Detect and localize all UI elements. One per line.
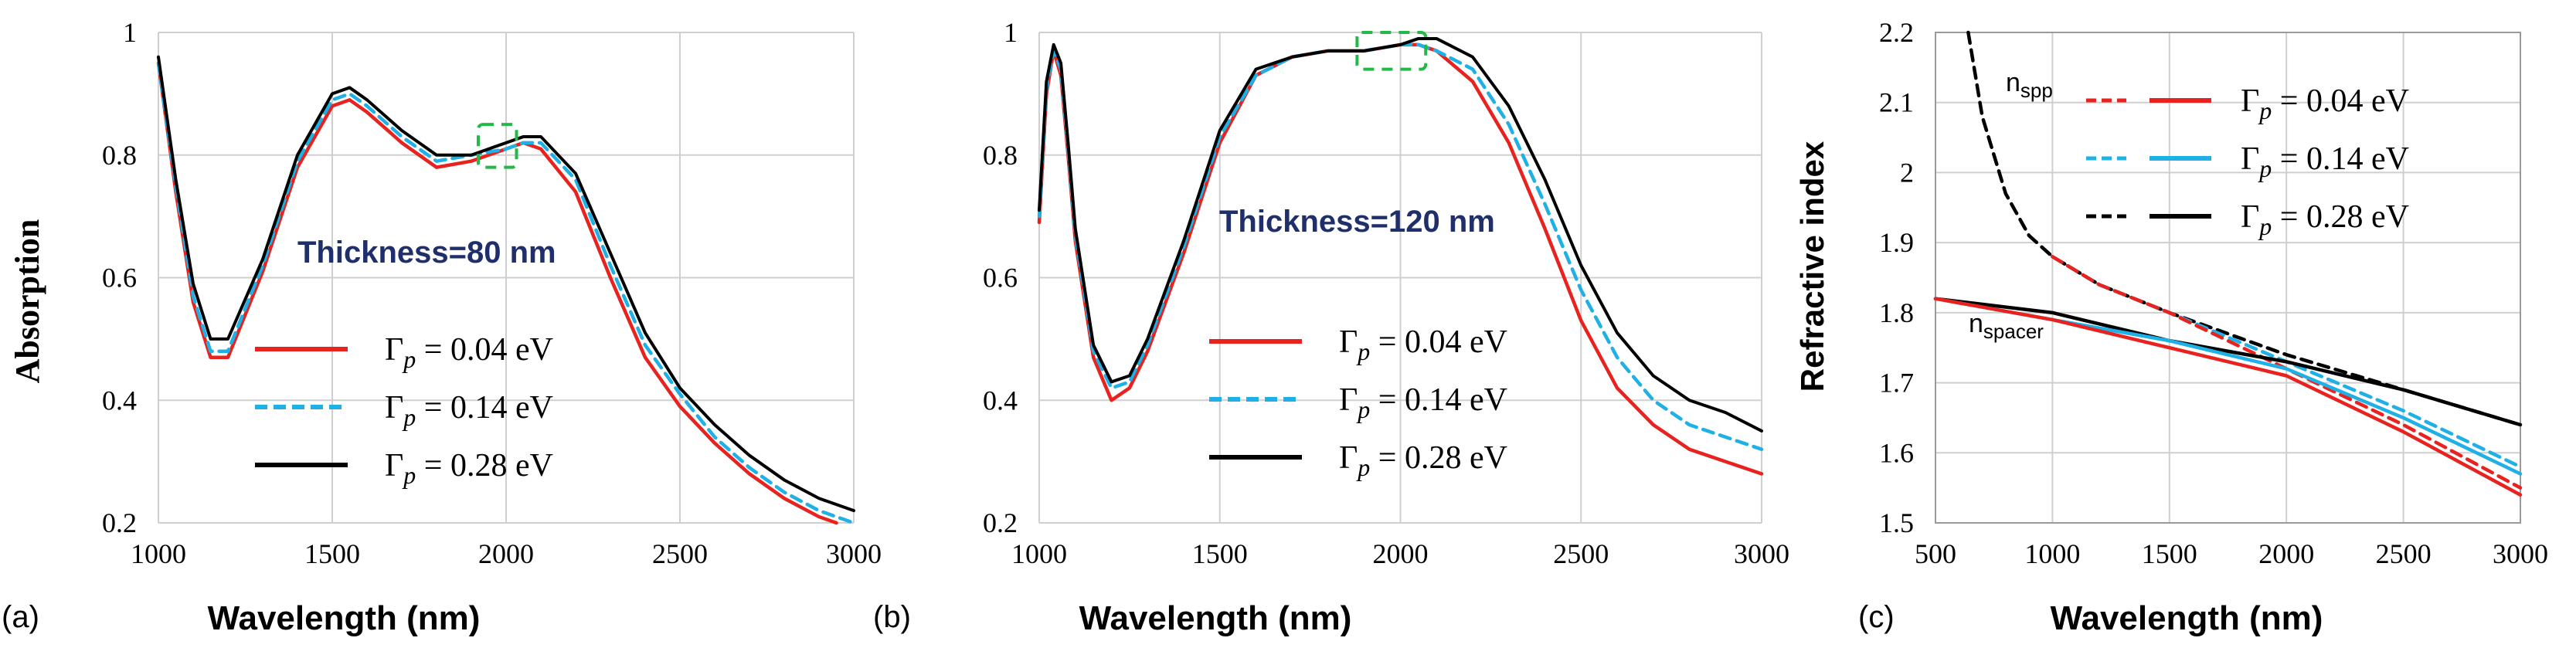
legend-label: Γp = 0.28 eV	[2241, 199, 2409, 240]
x-tick-label: 1500	[1192, 538, 1248, 569]
legend-label: Γp = 0.28 eV	[385, 448, 553, 489]
series-line	[156, 61, 838, 525]
thickness-annotation: Thickness=120 nm	[1219, 205, 1495, 239]
x-tick-label: 2500	[652, 538, 708, 569]
series-line	[2051, 255, 2523, 490]
series-line	[157, 55, 855, 513]
panel-label: (c)	[1858, 600, 1895, 634]
x-tick-label: 1500	[304, 538, 360, 569]
x-axis-label: Wavelength (nm)	[2051, 599, 2323, 637]
y-tick-label: 2.2	[1879, 17, 1914, 48]
legend-label: Γp = 0.28 eV	[1339, 440, 1507, 481]
n-spacer-subscript: spacer	[1983, 320, 2044, 343]
x-axis-label: Wavelength (nm)	[208, 599, 481, 637]
x-tick-label: 1000	[2024, 538, 2080, 569]
y-tick-label: 0.4	[983, 385, 1018, 416]
y-tick-label: 1.8	[1879, 297, 1914, 328]
y-tick-label: 1.6	[1879, 437, 1914, 468]
legend-label: Γp = 0.04 eV	[1339, 324, 1507, 365]
x-tick-label: 1500	[2142, 538, 2197, 569]
y-tick-label: 1.7	[1879, 368, 1914, 399]
y-tick-label: 0.4	[102, 385, 137, 416]
legend-label: Γp = 0.14 eV	[1339, 382, 1507, 423]
series-line	[1933, 297, 2523, 497]
n-spacer-symbol: n	[1969, 309, 1983, 338]
legend-label: Γp = 0.04 eV	[2241, 83, 2409, 124]
highlight-box	[1355, 31, 1428, 71]
x-tick-label: 2000	[2258, 538, 2314, 569]
legend: Γp = 0.04 eV Γp = 0.14 eV Γp = 0.28 eV	[255, 332, 553, 489]
x-axis-label: Wavelength (nm)	[1079, 599, 1352, 637]
legend: Γp = 0.04 eV Γp = 0.14 eV Γp = 0.28 eV	[2086, 83, 2409, 240]
x-tick-label: 2500	[1553, 538, 1609, 569]
x-tick-label: 3000	[2493, 538, 2548, 569]
x-tick-label: 1000	[131, 538, 186, 569]
x-tick-label: 3000	[826, 538, 882, 569]
x-tick-label: 500	[1915, 538, 1956, 569]
x-tick-label: 2500	[2376, 538, 2432, 569]
n-spp-symbol: n	[2006, 68, 2020, 97]
n-spp-subscript: spp	[2020, 79, 2053, 102]
legend-label: Γp = 0.14 eV	[2241, 141, 2409, 182]
y-tick-label: 0.8	[983, 140, 1018, 171]
n-spacer-label: nspacer	[1969, 309, 2044, 343]
panel-a: 1000 1500 2000 2500 3000 0.2 0.4 0.6 0.8 1 Absorp…	[2, 17, 882, 637]
panel-label: (a)	[2, 600, 39, 634]
panel-c: 500 1000 1500 2000 2500 3000 1.5 1.6 1.7 1.8 1.9 2 2…	[1794, 17, 2548, 637]
thickness-annotation: Thickness=80 nm	[297, 236, 556, 270]
y-tick-label: 0.6	[983, 263, 1018, 293]
y-tick-label: 0.2	[102, 507, 137, 538]
y-tick-label: 0.2	[983, 507, 1018, 538]
y-tick-label: 1.9	[1879, 227, 1914, 258]
x-tick-label: 3000	[1734, 538, 1789, 569]
panel-b: 1000 1500 2000 2500 3000 0.2 0.4 0.6 0.8 1 Wavele…	[873, 17, 1789, 637]
legend-label: Γp = 0.04 eV	[385, 332, 553, 373]
y-tick-label: 1	[1004, 17, 1018, 48]
plot-area: 500 1000 1500 2000 2500 3000 1.5 1.6 1.7 1.8 1.9 2 2…	[1879, 17, 2548, 569]
y-tick-label: 1.5	[1879, 507, 1914, 538]
x-tick-label: 2000	[478, 538, 534, 569]
y-tick-label: 2	[1900, 157, 1914, 188]
y-tick-label: 0.6	[102, 263, 137, 293]
plot-area: 1000 1500 2000 2500 3000 0.2 0.4 0.6 0.8 1	[983, 17, 1789, 569]
series-line	[1038, 36, 1763, 433]
y-axis-label: Absorption	[8, 219, 46, 384]
y-tick-label: 1	[123, 17, 137, 48]
legend: Γp = 0.04 eV Γp = 0.14 eV Γp = 0.28 eV	[1209, 324, 1507, 481]
x-tick-label: 1000	[1011, 538, 1067, 569]
panel-label: (b)	[873, 600, 911, 634]
plot-area: 1000 1500 2000 2500 3000 0.2 0.4 0.6 0.8 1	[102, 17, 882, 569]
plot-frame	[1935, 32, 2521, 524]
y-tick-label: 2.1	[1879, 87, 1914, 118]
y-axis-label: Refractive index	[1794, 141, 1830, 392]
n-spp-label: nspp	[2006, 68, 2053, 102]
y-tick-label: 0.8	[102, 140, 137, 171]
legend-label: Γp = 0.14 eV	[385, 390, 553, 431]
x-tick-label: 2000	[1373, 538, 1429, 569]
series-line	[1933, 297, 2523, 427]
